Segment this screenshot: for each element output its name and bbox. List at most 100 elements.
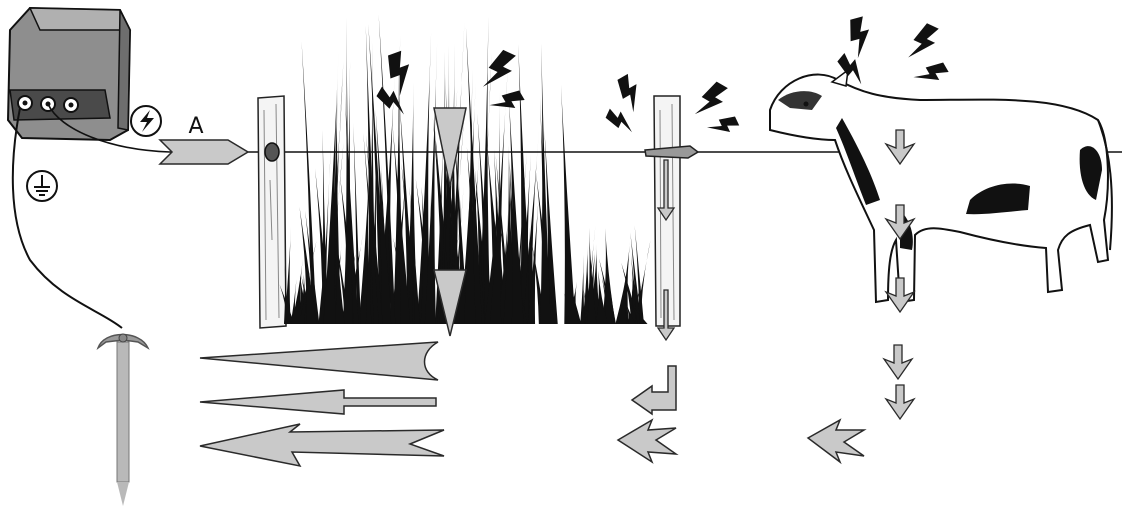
- grass-blade: [284, 265, 289, 324]
- down-arrow: [433, 269, 467, 337]
- grass-blade: [328, 61, 344, 325]
- grass-blade: [478, 16, 491, 325]
- label-a: A: [188, 114, 203, 139]
- ground-wire: [11, 107, 123, 329]
- lightning-symbol-icon: [130, 105, 162, 137]
- grass-blade: [508, 93, 524, 324]
- grass-blade: [406, 219, 416, 324]
- grass-blade: [439, 82, 451, 324]
- grass-blade: [514, 152, 527, 324]
- down-arrow: [882, 344, 914, 381]
- lightning-bolt-icon: [694, 81, 728, 115]
- grass-blade: [390, 155, 408, 324]
- grass-blade: [333, 205, 345, 324]
- down-arrow: [884, 384, 916, 421]
- down-arrow: [884, 129, 916, 166]
- grass-blade: [565, 281, 579, 324]
- return-arrows: [199, 341, 867, 468]
- down-arrow: [656, 289, 676, 342]
- lightning-bolt-icon: [617, 73, 637, 113]
- grass-blade: [321, 139, 332, 324]
- grass-blade: [631, 255, 640, 324]
- grass-blade: [330, 76, 343, 325]
- grass-blade: [522, 208, 532, 324]
- grass-blade: [477, 113, 493, 324]
- grass-blade: [318, 195, 331, 324]
- grass-blade: [634, 225, 644, 324]
- grass-blade: [409, 186, 420, 324]
- lightning-bolt-icon: [837, 53, 862, 85]
- down-arrow: [884, 277, 916, 314]
- grass-blade: [604, 250, 616, 324]
- grass-blade: [560, 84, 576, 324]
- grass-blade: [299, 206, 317, 324]
- grass-blade: [615, 254, 630, 324]
- fence-post-icon: [257, 95, 287, 329]
- grass-blade: [353, 122, 361, 324]
- lightning-bolt-icon: [850, 16, 870, 59]
- grass-blade: [323, 49, 339, 324]
- down-arrow: [433, 107, 467, 187]
- lightning-bolt-icon: [908, 23, 939, 58]
- grass-blade: [580, 254, 585, 324]
- return-arrow: [199, 423, 445, 468]
- grass-blade: [305, 210, 320, 324]
- grass-blade: [327, 141, 344, 324]
- lightning-bolt-icon: [489, 90, 525, 108]
- energizer-box-icon: [6, 6, 132, 142]
- grass-blade: [544, 130, 558, 324]
- lightning-bolt-icon: [482, 49, 516, 87]
- grass-blade: [424, 42, 438, 325]
- lightning-bolt-icon: [913, 62, 949, 80]
- grass-blade: [297, 275, 312, 324]
- grass-blade: [420, 186, 434, 324]
- return-arrow: [616, 418, 679, 464]
- grass-blade: [392, 126, 411, 325]
- down-arrow: [884, 204, 916, 241]
- current-arrow-a: [158, 139, 250, 165]
- cow-icon: [769, 68, 1113, 304]
- grass-blade: [634, 240, 651, 324]
- ground-symbol-icon: [26, 170, 58, 202]
- grass-blade: [416, 31, 432, 325]
- grass-blade: [626, 279, 644, 324]
- return-arrow: [806, 418, 867, 465]
- lightning-bolt-icon: [388, 50, 410, 96]
- grass-blade: [527, 175, 541, 324]
- grass-blade: [342, 60, 353, 325]
- grass-blade: [521, 129, 540, 324]
- lightning-bolt-icon: [376, 86, 404, 115]
- down-arrows: [433, 107, 916, 421]
- grass-blade: [626, 303, 636, 324]
- fence-wire: [47, 103, 1122, 153]
- lightning-bolt-icon: [605, 108, 632, 133]
- grass-blade: [301, 41, 317, 324]
- grass-blade: [489, 71, 508, 324]
- grass-blade: [540, 43, 551, 324]
- grass-blade: [291, 258, 303, 324]
- grass-blade: [630, 232, 642, 324]
- grass-blade: [595, 270, 608, 324]
- grass-blade: [449, 116, 465, 324]
- return-arrow: [199, 341, 439, 381]
- down-arrow: [656, 159, 676, 222]
- grass-blade: [587, 227, 597, 324]
- grass-blade: [630, 303, 648, 324]
- grass-blade: [518, 43, 533, 325]
- ground-rod-icon: [96, 333, 150, 506]
- grass-blade: [284, 225, 292, 324]
- grass-blade: [588, 243, 602, 324]
- grass-icon: [279, 14, 651, 325]
- grass-blade: [365, 113, 372, 324]
- grass-blade: [484, 176, 500, 324]
- grass-blade: [358, 153, 371, 324]
- return-arrow: [199, 389, 437, 415]
- lightning-bolts: [376, 16, 949, 133]
- return-arrow: [630, 365, 677, 416]
- grass-blade: [463, 69, 476, 324]
- lightning-bolt-icon: [706, 116, 740, 132]
- grass-blade: [366, 134, 383, 324]
- grass-blade: [363, 132, 379, 324]
- grass-blade: [465, 27, 482, 324]
